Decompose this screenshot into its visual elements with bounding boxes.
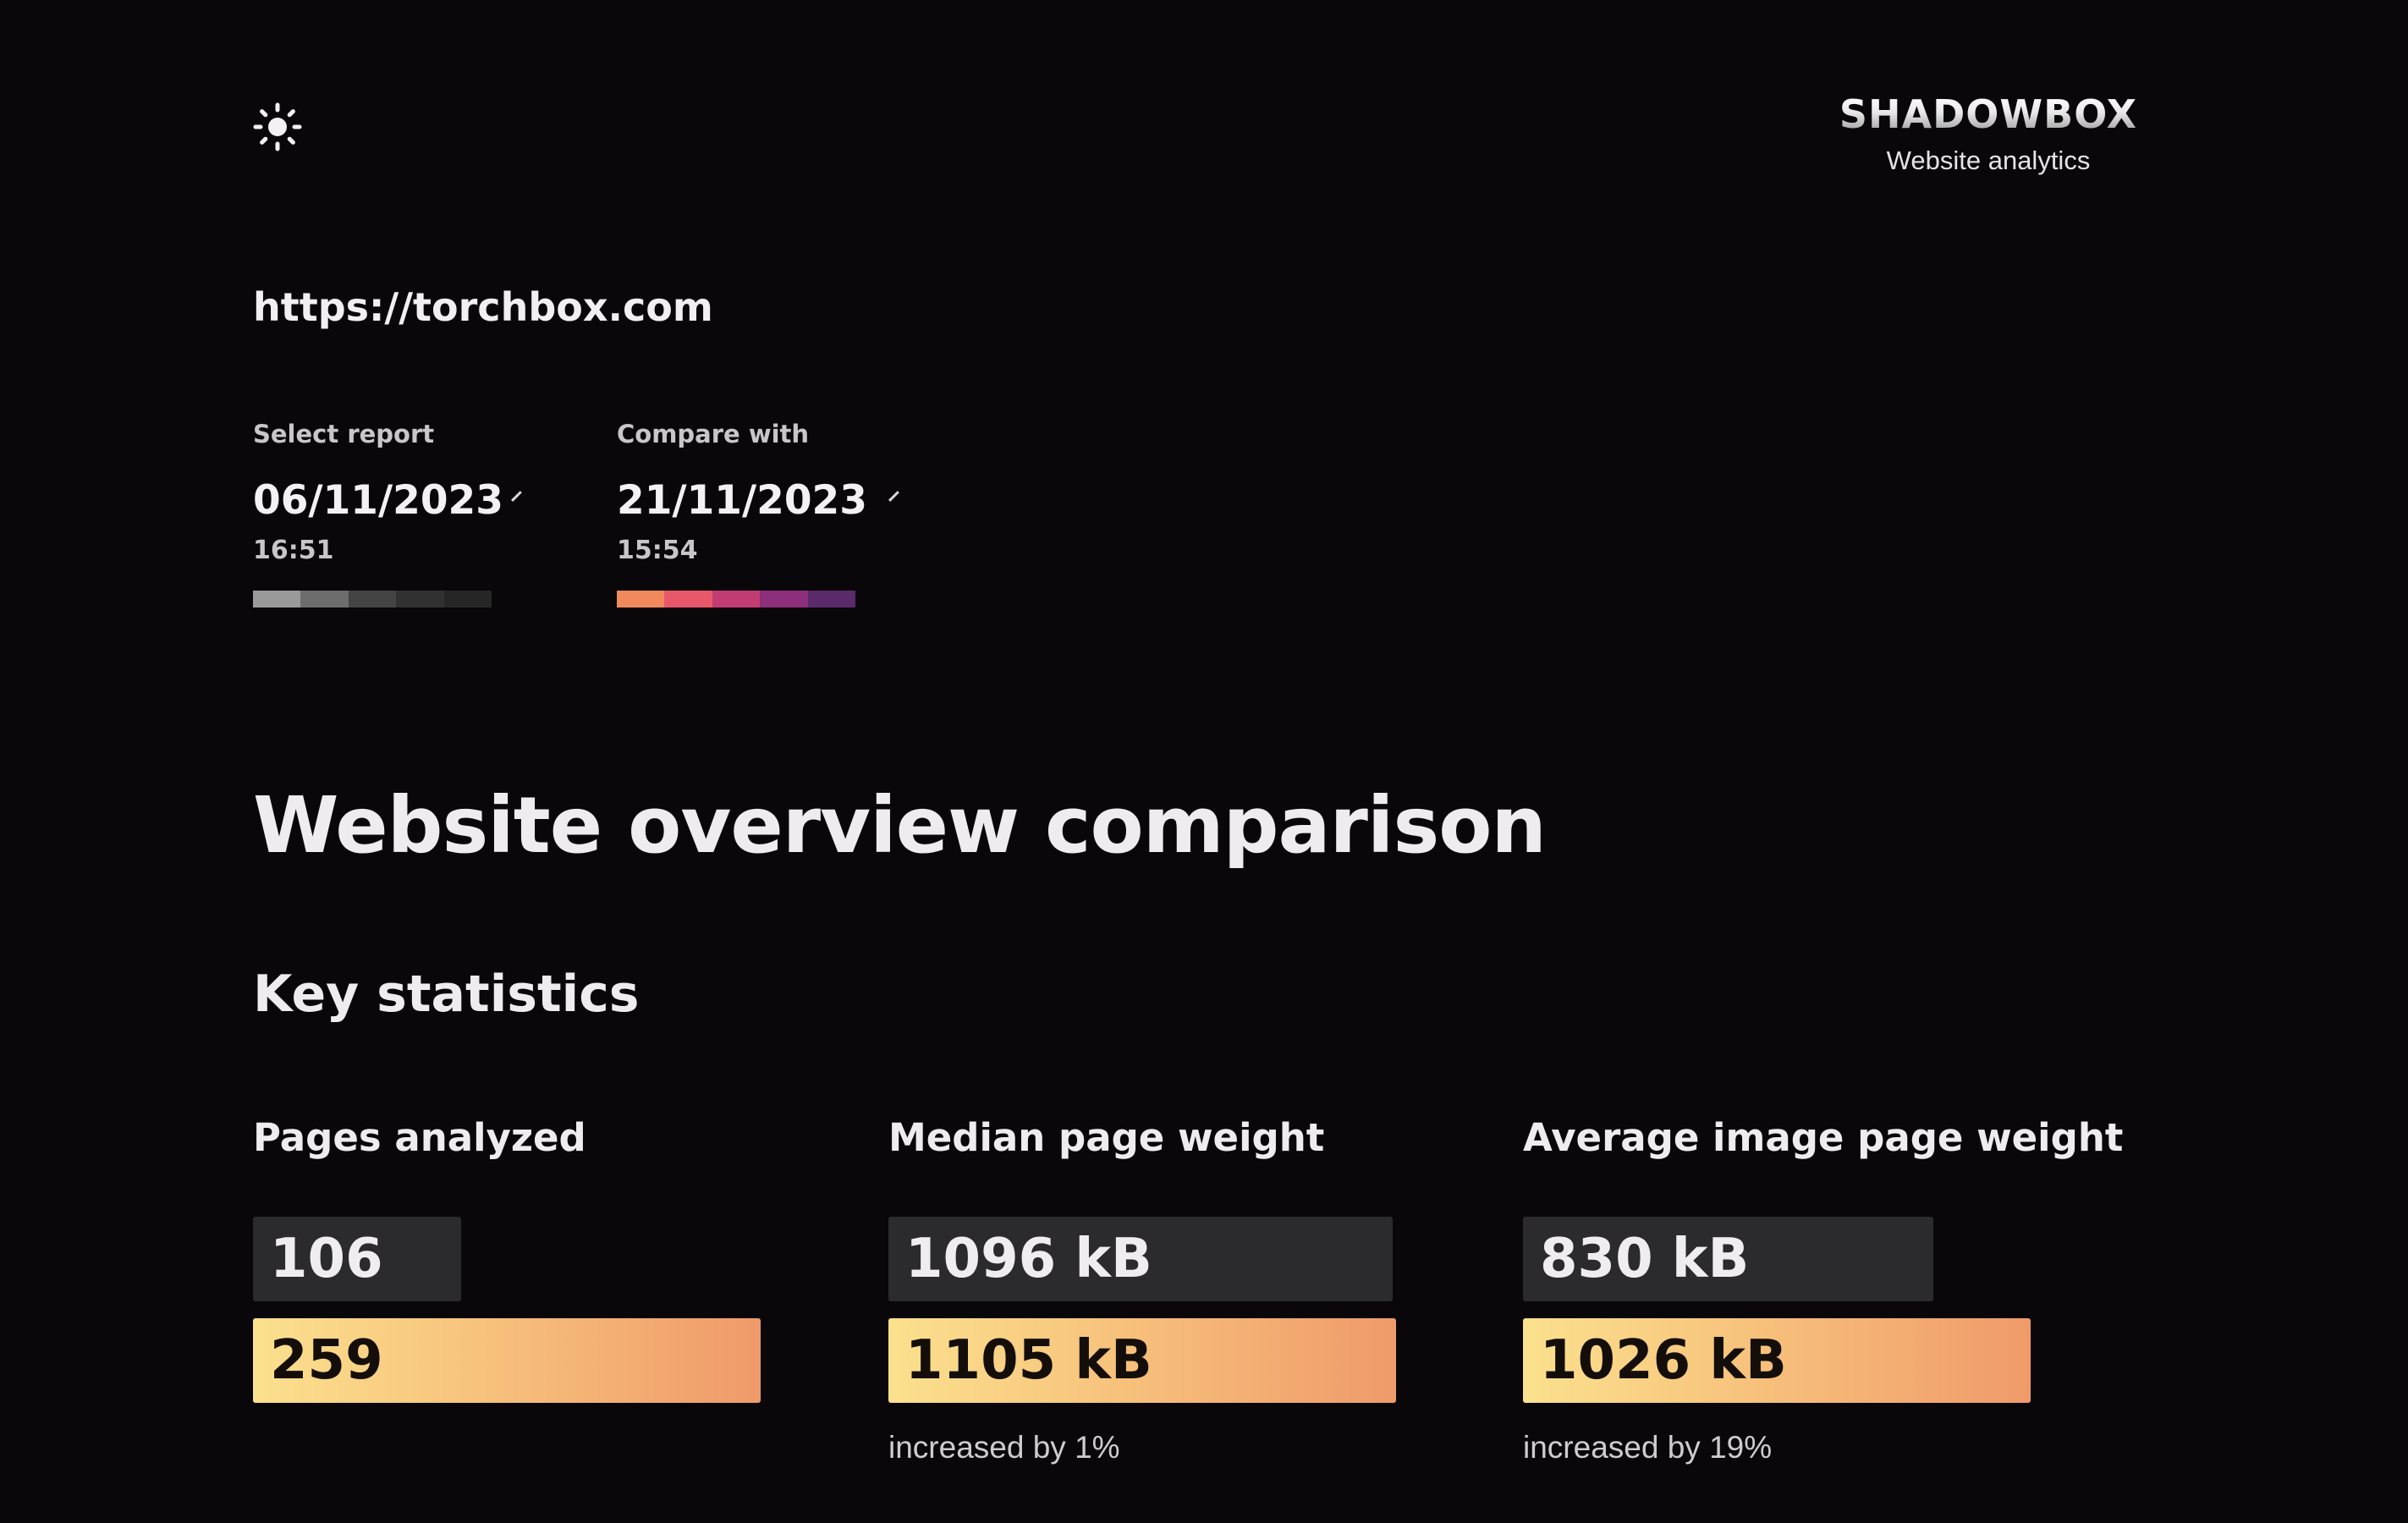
compare-selector: Compare with 21/11/2023 15:54	[617, 420, 899, 608]
stat-title: Median page weight	[888, 1115, 1325, 1160]
page-title: Website overview comparison	[253, 780, 1547, 871]
section-title: Key statistics	[253, 965, 640, 1024]
chevron-down-icon	[888, 491, 899, 502]
compare-date-value: 21/11/2023	[617, 477, 867, 524]
new-value: 1026 kB	[1540, 1329, 1787, 1392]
new-value-bar: 1026 kB	[1523, 1318, 2031, 1403]
brand-tagline: Website analytics	[1886, 146, 2091, 175]
theme-toggle-button[interactable]	[250, 100, 305, 154]
new-value-bar: 1105 kB	[888, 1318, 1396, 1403]
old-value: 106	[270, 1228, 383, 1290]
color-swatch	[712, 591, 761, 608]
compare-date-dropdown[interactable]: 21/11/2023	[617, 477, 899, 524]
color-swatch	[396, 591, 444, 608]
color-swatch	[617, 591, 665, 608]
old-value-bar: 1096 kB	[888, 1217, 1393, 1301]
color-swatch	[664, 591, 712, 608]
new-value: 259	[270, 1329, 383, 1392]
report-date-value: 06/11/2023	[253, 477, 503, 524]
report-time: 16:51	[253, 536, 334, 565]
old-value-bar: 830 kB	[1523, 1217, 1933, 1301]
color-swatch	[443, 591, 492, 608]
compare-time: 15:54	[617, 536, 698, 565]
report-color-swatches	[253, 591, 492, 608]
color-swatch	[300, 591, 349, 608]
report-date-dropdown[interactable]: 06/11/2023	[253, 477, 522, 524]
stat-title: Average image page weight	[1523, 1115, 2124, 1160]
stat-median-page-weight: Median page weight 1096 kB 1105 kB incre…	[888, 1115, 1396, 1465]
stat-pages-analyzed: Pages analyzed 106 259	[253, 1115, 761, 1403]
site-url: https://torchbox.com	[253, 284, 713, 330]
color-swatch	[760, 591, 808, 608]
report-selector-label: Select report	[253, 420, 435, 448]
new-value-bar: 259	[253, 1318, 761, 1403]
color-swatch	[348, 591, 397, 608]
color-swatch	[807, 591, 856, 608]
compare-color-swatches	[617, 591, 856, 608]
old-value: 1096 kB	[905, 1228, 1152, 1290]
change-text: increased by 1%	[888, 1430, 1120, 1465]
brand-logo: SHADOWBOX	[1828, 95, 2149, 134]
stat-average-image-page-weight: Average image page weight 830 kB 1026 kB…	[1523, 1115, 2124, 1465]
new-value: 1105 kB	[905, 1329, 1152, 1392]
color-swatch	[253, 591, 301, 608]
stat-title: Pages analyzed	[253, 1115, 586, 1160]
compare-selector-label: Compare with	[617, 420, 810, 448]
sun-icon	[253, 102, 302, 151]
report-selector: Select report 06/11/2023 16:51	[253, 420, 522, 608]
chevron-down-icon	[511, 491, 522, 502]
change-text: increased by 19%	[1523, 1430, 1773, 1465]
brand: SHADOWBOX Website analytics	[1828, 95, 2149, 176]
old-value-bar: 106	[253, 1217, 461, 1301]
old-value: 830 kB	[1540, 1228, 1750, 1290]
